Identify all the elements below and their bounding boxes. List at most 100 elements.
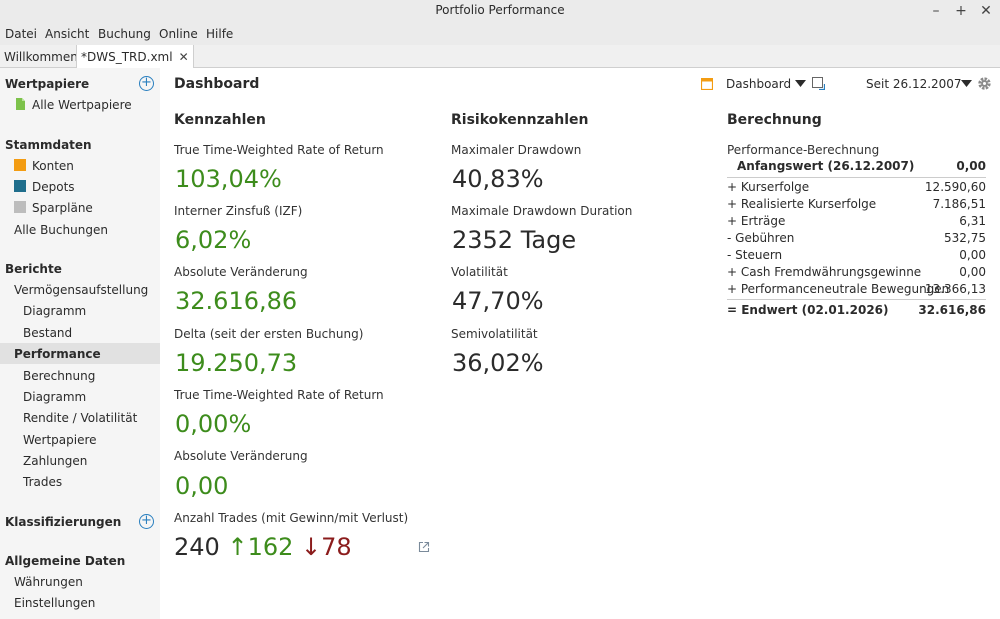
sidebar-item-zahlungen[interactable]: Zahlungen	[23, 454, 88, 468]
menu-hilfe[interactable]: Hilfe	[206, 27, 234, 41]
main-content: Dashboard Dashboard Seit 26.12.2007 Kenn…	[160, 68, 1000, 619]
metric-value: 40,83%	[452, 165, 544, 193]
metric-value: 103,04%	[175, 165, 282, 193]
calc-value: 12.590,60	[924, 180, 986, 194]
sidebar-item-performance-diagramm[interactable]: Diagramm	[23, 390, 87, 404]
sidebar-selection-highlight	[0, 343, 160, 364]
calc-label: - Steuern	[727, 248, 783, 262]
metric-value: 32.616,86	[175, 287, 298, 315]
minimize-button[interactable]: –	[932, 3, 940, 19]
trades-value: 240 ↑162 ↓78	[174, 533, 352, 561]
sidebar-item-konten[interactable]: Konten	[14, 159, 74, 173]
menu-datei[interactable]: Datei	[5, 27, 38, 41]
trades-down: ↓78	[301, 533, 352, 561]
account-icon	[14, 159, 26, 171]
metric-label: Semivolatilität	[451, 327, 538, 341]
add-klassifizierung-icon[interactable]: +	[139, 514, 154, 529]
metric-label: Volatilität	[451, 265, 508, 279]
calc-value: 0,00	[956, 159, 986, 173]
sidebar: Wertpapiere + Alle Wertpapiere Stammdate…	[0, 68, 160, 619]
calc-label: + Realisierte Kurserfolge	[727, 197, 877, 211]
calc-value: 532,75	[944, 231, 986, 245]
metric-value: 47,70%	[452, 287, 544, 315]
calc-label: + Performanceneutrale Bewegungen	[727, 282, 950, 296]
sidebar-item-berechnung[interactable]: Berechnung	[23, 369, 96, 383]
gear-icon[interactable]	[977, 76, 992, 91]
window-title: Portfolio Performance	[435, 3, 565, 17]
new-window-icon[interactable]	[812, 77, 825, 90]
external-link-icon[interactable]	[418, 541, 430, 553]
sidebar-section-wertpapiere: Wertpapiere	[5, 77, 90, 91]
sidebar-item-bestand[interactable]: Bestand	[23, 326, 73, 340]
metric-label: Absolute Veränderung	[174, 265, 308, 279]
tab-dws-trd[interactable]: *DWS_TRD.xml ✕	[76, 45, 194, 69]
chevron-down-icon[interactable]	[961, 80, 972, 87]
metric-label: Absolute Veränderung	[174, 449, 308, 463]
sidebar-item-alle-wertpapiere[interactable]: Alle Wertpapiere	[14, 98, 132, 112]
page-title: Dashboard	[174, 76, 260, 92]
add-wertpapier-icon[interactable]: +	[139, 76, 154, 91]
metric-label: Maximaler Drawdown	[451, 143, 582, 157]
sidebar-item-depots[interactable]: Depots	[14, 180, 75, 194]
tab-label: *DWS_TRD.xml	[81, 50, 173, 64]
calc-row: + Cash Fremdwährungsgewinne 0,00	[727, 265, 986, 282]
sidebar-item-einstellungen[interactable]: Einstellungen	[14, 596, 96, 610]
sidebar-section-berichte: Berichte	[5, 262, 62, 276]
tab-bar: Willkommen *DWS_TRD.xml ✕	[0, 45, 1000, 69]
close-window-button[interactable]: ✕	[980, 3, 992, 19]
calc-row: - Steuern 0,00	[727, 248, 986, 265]
calc-row: + Realisierte Kurserfolge 7.186,51	[727, 197, 986, 214]
title-bar: Portfolio Performance – + ✕	[0, 0, 1000, 22]
sidebar-item-performance[interactable]: Performance	[14, 347, 101, 361]
dashboard-select[interactable]: Dashboard	[726, 77, 792, 91]
calc-row-endwert: = Endwert (02.01.2026) 32.616,86	[727, 303, 986, 320]
calc-value: 7.186,51	[932, 197, 986, 211]
menu-buchung[interactable]: Buchung	[98, 27, 151, 41]
sidebar-item-sparplaene[interactable]: Sparpläne	[14, 201, 93, 215]
calc-value: 0,00	[959, 248, 986, 262]
sidebar-item-rendite-volatilitaet[interactable]: Rendite / Volatilität	[23, 411, 138, 425]
calc-value: 32.616,86	[918, 303, 986, 317]
tab-willkommen[interactable]: Willkommen	[0, 45, 82, 68]
sidebar-item-diagramm[interactable]: Diagramm	[23, 304, 87, 318]
metric-label: True Time-Weighted Rate of Return	[174, 388, 384, 402]
menu-ansicht[interactable]: Ansicht	[45, 27, 90, 41]
maximize-button[interactable]: +	[955, 3, 967, 19]
metric-value: 19.250,73	[175, 349, 298, 377]
metric-label: Interner Zinsfuß (IZF)	[174, 204, 303, 218]
calc-value: 13.366,13	[924, 282, 986, 296]
kennzahlen-title: Kennzahlen	[174, 112, 266, 128]
sidebar-item-trades[interactable]: Trades	[23, 475, 63, 489]
metric-value: 0,00%	[175, 410, 252, 438]
calc-label: - Gebühren	[727, 231, 795, 245]
berechnung-subtitle: Performance-Berechnung	[727, 143, 880, 157]
trades-label: Anzahl Trades (mit Gewinn/mit Verlust)	[174, 511, 409, 525]
metric-value: 0,00	[175, 472, 229, 500]
metric-label: True Time-Weighted Rate of Return	[174, 143, 384, 157]
calc-row: + Kurserfolge 12.590,60	[727, 180, 986, 197]
calendar-icon[interactable]	[701, 78, 713, 90]
depot-icon	[14, 180, 26, 192]
calc-row-anfangswert: Anfangswert (26.12.2007) 0,00	[727, 159, 986, 176]
sidebar-item-vermoegensaufstellung[interactable]: Vermögensaufstellung	[14, 283, 149, 297]
close-icon[interactable]: ✕	[178, 50, 189, 64]
metric-value: 6,02%	[175, 226, 252, 254]
chevron-down-icon[interactable]	[795, 80, 806, 87]
sidebar-item-alle-buchungen[interactable]: Alle Buchungen	[14, 223, 108, 237]
sidebar-section-klassifizierungen: Klassifizierungen	[5, 515, 122, 529]
sidebar-item-wertpapiere[interactable]: Wertpapiere	[23, 433, 97, 447]
period-select[interactable]: Seit 26.12.2007	[866, 77, 962, 91]
menu-online[interactable]: Online	[159, 27, 198, 41]
berechnung-title: Berechnung	[727, 112, 822, 128]
calc-label: = Endwert (02.01.2026)	[727, 303, 889, 317]
sidebar-item-waehrungen[interactable]: Währungen	[14, 575, 83, 589]
document-icon	[16, 98, 25, 110]
risikokennzahlen-title: Risikokennzahlen	[451, 112, 589, 128]
calc-value: 0,00	[959, 265, 986, 279]
savings-plan-icon	[14, 201, 26, 213]
calc-value: 6,31	[959, 214, 986, 228]
metric-value: 36,02%	[452, 349, 544, 377]
calc-label: Anfangswert (26.12.2007)	[737, 159, 915, 173]
sidebar-section-stammdaten: Stammdaten	[5, 138, 92, 152]
divider	[727, 177, 986, 178]
